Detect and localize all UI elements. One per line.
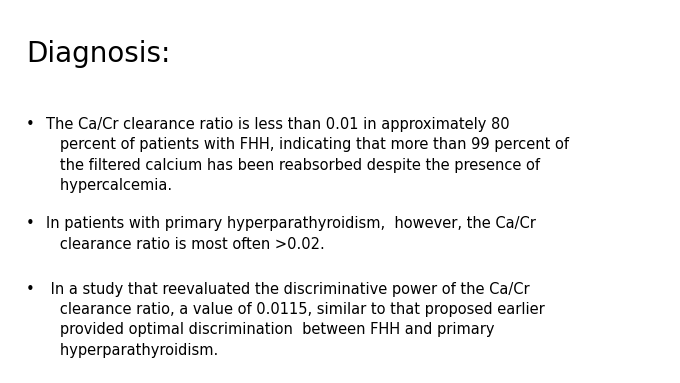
Text: In a study that reevaluated the discriminative power of the Ca/Cr
   clearance r: In a study that reevaluated the discrimi…: [46, 282, 545, 358]
Text: The Ca/Cr clearance ratio is less than 0.01 in approximately 80
   percent of pa: The Ca/Cr clearance ratio is less than 0…: [46, 117, 569, 193]
Text: •: •: [26, 282, 35, 296]
Text: In patients with primary hyperparathyroidism,  however, the Ca/Cr
   clearance r: In patients with primary hyperparathyroi…: [46, 216, 536, 252]
Text: •: •: [26, 216, 35, 231]
Text: •: •: [26, 117, 35, 132]
Text: Diagnosis:: Diagnosis:: [26, 40, 170, 68]
